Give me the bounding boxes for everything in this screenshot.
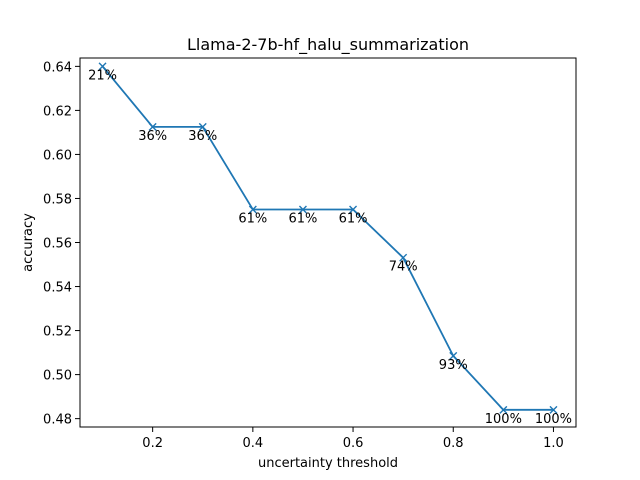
data-point-marker: [499, 405, 508, 414]
data-label: 93%: [439, 358, 468, 373]
y-tick-label: 0.64: [43, 60, 72, 75]
x-tick-label: 0.6: [343, 436, 364, 451]
x-axis-label: uncertainty threshold: [258, 456, 398, 471]
x-tick-label: 0.4: [243, 436, 264, 451]
chart-title: Llama-2-7b-hf_halu_summarization: [187, 35, 469, 55]
data-point-marker: [399, 253, 408, 262]
y-tick-label: 0.48: [43, 413, 72, 428]
data-label: 61%: [238, 211, 267, 226]
data-point-marker: [248, 205, 257, 214]
data-point-marker: [449, 351, 458, 360]
data-label: 36%: [188, 129, 217, 144]
plot-area: 0.2 0.4 0.6 0.8 1.0 0.48 0.50 0.52 0.54 0.56 0.58 0…: [43, 60, 572, 451]
data-label: 100%: [535, 412, 572, 427]
data-label: 74%: [389, 260, 418, 275]
y-tick-label: 0.56: [43, 237, 72, 252]
y-axis-label: accuracy: [21, 213, 36, 272]
data-point-marker: [98, 62, 107, 71]
y-tick-label: 0.54: [43, 281, 72, 296]
data-label: 21%: [88, 68, 117, 83]
data-label: 36%: [138, 129, 167, 144]
y-tick-label: 0.62: [43, 104, 72, 119]
series-line: [101, 65, 554, 411]
y-tick-label: 0.60: [43, 148, 72, 163]
data-point-marker: [349, 205, 358, 214]
x-tick-label: 0.8: [443, 436, 464, 451]
x-tick-label: 0.2: [142, 436, 163, 451]
data-point-marker: [549, 405, 558, 414]
data-point-marker: [298, 205, 307, 214]
data-label: 100%: [485, 412, 522, 427]
data-point-marker: [148, 122, 157, 131]
x-tick-label: 1.0: [543, 436, 564, 451]
y-tick-label: 0.50: [43, 369, 72, 384]
axes-frame: [79, 57, 577, 428]
data-label: 61%: [339, 211, 368, 226]
y-tick-label: 0.52: [43, 325, 72, 340]
data-point-marker: [198, 122, 207, 131]
data-label: 61%: [288, 211, 317, 226]
y-tick-label: 0.58: [43, 192, 72, 207]
